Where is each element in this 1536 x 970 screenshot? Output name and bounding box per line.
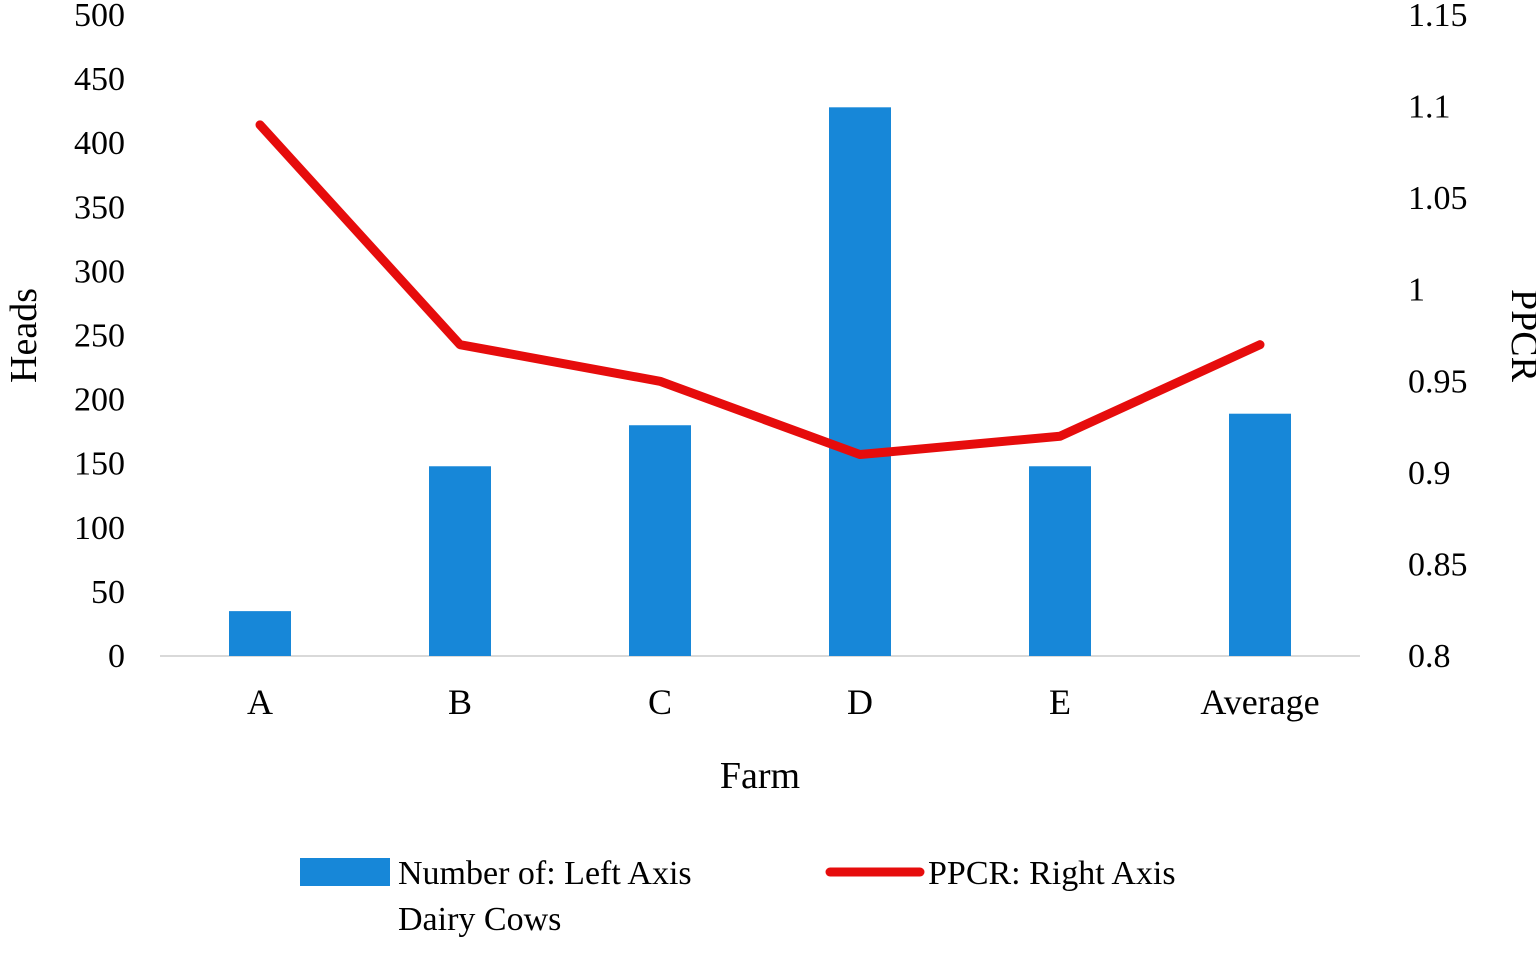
left-axis-tick-label: 200 bbox=[74, 382, 125, 419]
right-axis-title: PPCR bbox=[1503, 289, 1536, 383]
left-axis-tick-label: 350 bbox=[74, 189, 125, 226]
ppcr-line bbox=[255, 120, 1265, 460]
legend-swatch-bar bbox=[300, 858, 390, 886]
category-label-C: C bbox=[648, 682, 672, 722]
legend-label: Number of: Left Axis bbox=[398, 855, 692, 892]
legend-label: Dairy Cows bbox=[398, 901, 561, 938]
category-label-A: A bbox=[247, 682, 273, 722]
right-axis-tick-label: 1.15 bbox=[1408, 0, 1468, 34]
x-axis-title: Farm bbox=[720, 755, 800, 797]
left-axis-tick-label: 0 bbox=[108, 638, 125, 675]
right-axis-tick-label: 0.85 bbox=[1408, 546, 1468, 583]
bar-Average bbox=[1229, 413, 1291, 656]
right-axis-tick-label: 1.1 bbox=[1408, 89, 1451, 126]
legend-label: PPCR: Right Axis bbox=[928, 855, 1176, 892]
bar-C bbox=[629, 425, 691, 656]
left-axis-tick-label: 300 bbox=[74, 253, 125, 290]
bar-D bbox=[829, 107, 891, 656]
right-axis-tick-label: 0.9 bbox=[1408, 455, 1451, 492]
left-axis-tick-label: 150 bbox=[74, 446, 125, 483]
bar-B bbox=[429, 466, 491, 656]
category-label-E: E bbox=[1049, 682, 1071, 722]
category-label-Average: Average bbox=[1200, 682, 1319, 722]
category-label-D: D bbox=[847, 682, 873, 722]
right-axis-tick-label: 0.8 bbox=[1408, 638, 1451, 675]
category-label-B: B bbox=[448, 682, 472, 722]
right-axis-tick-label: 1.05 bbox=[1408, 180, 1468, 217]
left-axis-tick-label: 500 bbox=[74, 0, 125, 34]
right-axis-tick-label: 1 bbox=[1408, 272, 1425, 309]
right-axis-tick-label: 0.95 bbox=[1408, 363, 1468, 400]
left-axis-tick-label: 450 bbox=[74, 61, 125, 98]
left-axis-tick-label: 250 bbox=[74, 318, 125, 355]
bar-A bbox=[229, 611, 291, 656]
left-axis-tick-label: 100 bbox=[74, 510, 125, 547]
bar-E bbox=[1029, 466, 1091, 656]
left-axis-tick-label: 400 bbox=[74, 125, 125, 162]
left-axis-tick-label: 50 bbox=[91, 574, 125, 611]
left-axis-title: Heads bbox=[3, 288, 45, 383]
